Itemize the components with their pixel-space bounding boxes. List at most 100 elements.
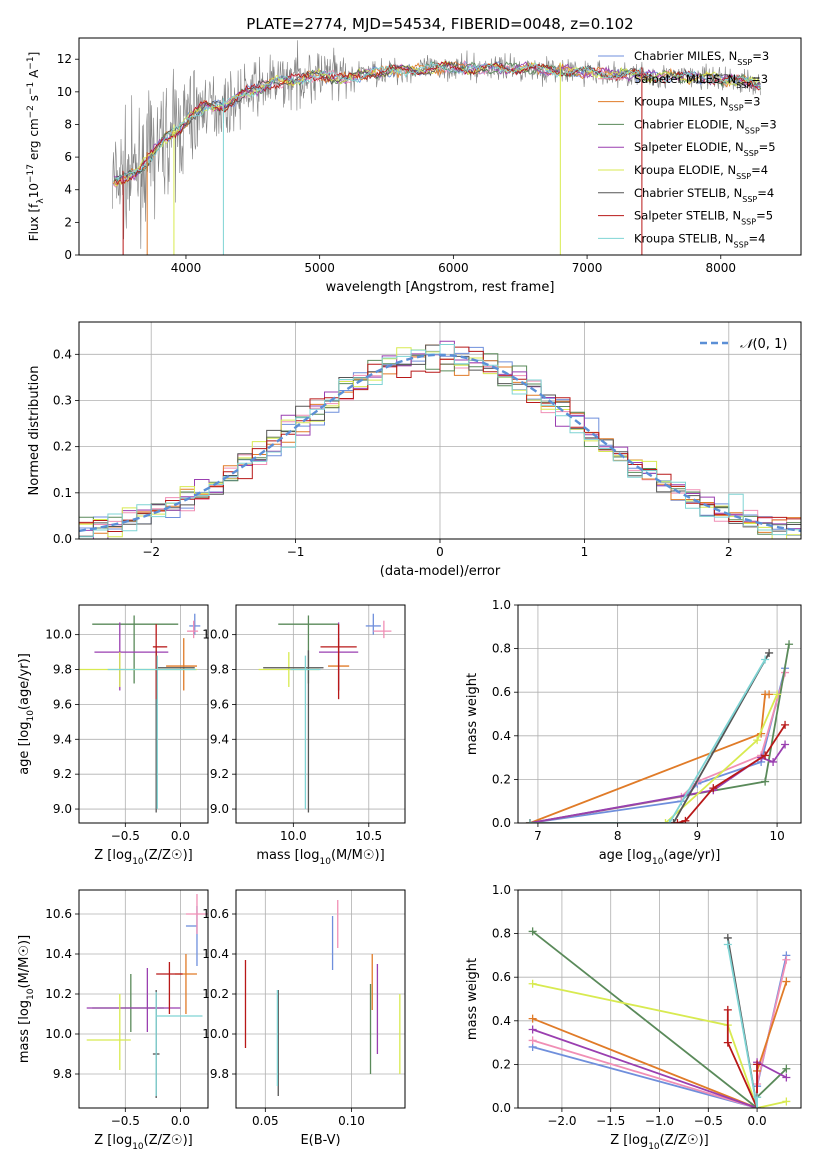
mass-weight-line: [532, 982, 787, 1108]
y-tick-label: 10.6: [45, 907, 72, 921]
y-tick-label: 9.8: [53, 1067, 72, 1081]
y-tick-label: 6: [64, 150, 72, 164]
data-point-marker: [765, 648, 774, 657]
y-tick-label: 9.6: [210, 697, 229, 711]
y-axis-label: age [log10(age/yr)]: [17, 653, 36, 775]
axes-residuals: −2 −1 0 1 2 0.0 0.1 0.2 0.3 0.4 (data-model)/error…: [27, 321, 802, 579]
y-axis-label: mass [log10(M/M☉)]: [17, 935, 36, 1063]
residual-histogram: [79, 344, 801, 538]
axes-age-vs-mass: 10.0 10.5 9.0 9.2 9.4 9.6 9.8 10.0 mass [log10(M…: [202, 604, 406, 867]
x-axis-label: (data-model)/error: [380, 564, 501, 579]
y-tick-label: 0.8: [492, 642, 511, 656]
data-point-marker: [761, 777, 770, 786]
x-tick-label: −1: [287, 545, 305, 559]
y-tick-label: 10: [57, 85, 72, 99]
data-point-marker: [528, 1014, 537, 1023]
axes-mass-weight-vs-Z: −2.0 −1.5 −1.0 −0.5 0.0 0.0 0.2 0.4 0.6 0.8 1.0 Z […: [465, 883, 802, 1152]
y-tick-label: 9.8: [210, 1067, 229, 1081]
x-tick-label: 10.0: [280, 829, 307, 843]
y-tick-label: 10.4: [45, 947, 72, 961]
data-point-marker: [782, 1097, 791, 1106]
y-tick-label: 10.4: [202, 947, 229, 961]
y-tick-label: 9.4: [210, 732, 229, 746]
y-tick-label: 0: [64, 248, 72, 262]
data-point-marker: [681, 816, 690, 823]
y-tick-label: 8: [64, 117, 72, 131]
y-tick-label: 0.6: [492, 970, 511, 984]
y-tick-label: 0.0: [53, 532, 72, 546]
x-tick-label: 9: [694, 829, 702, 843]
x-tick-label: 10: [769, 829, 784, 843]
data-point-marker: [528, 1036, 537, 1045]
data-point-marker: [528, 1025, 537, 1034]
x-tick-label: −0.5: [694, 1114, 723, 1128]
data-point-marker: [673, 819, 682, 823]
axes-age-vs-Z: −0.5 0.0 9.0 9.2 9.4 9.6 9.8 10.0 Z [log10(Z/Z☉)…: [17, 604, 209, 867]
model-spectrum-line: [114, 60, 761, 182]
gaussian-curve: [79, 353, 801, 533]
mass-weight-line: [530, 652, 770, 823]
y-tick-label: 10.6: [202, 907, 229, 921]
axes-spectrum: 4000 5000 6000 7000 8000 0 2 4 6 8 10 12 wavelength …: [26, 37, 802, 295]
axes-mass-weight-vs-age: 7 8 9 10 0.0 0.2 0.4 0.6 0.8 1.0 age [log10(age/yr…: [465, 598, 802, 867]
axes-frame: [517, 889, 802, 1109]
data-point-marker: [781, 740, 790, 749]
y-tick-label: 9.6: [53, 697, 72, 711]
y-tick-label: 0.3: [53, 393, 72, 407]
data-point-marker: [782, 977, 791, 986]
y-tick-label: 9.8: [210, 663, 229, 677]
axes-frame: [517, 604, 802, 824]
x-axis-label: age [log10(age/yr)]: [599, 848, 721, 867]
x-axis-label: Z [log10(Z/Z☉)]: [610, 1133, 708, 1152]
observed-spectrum-line: [112, 40, 761, 249]
plot-area-mass-vs-EBV: [244, 900, 401, 1096]
data-point-marker: [723, 940, 732, 949]
x-tick-label: −2: [142, 545, 160, 559]
x-tick-label: 8000: [706, 261, 737, 275]
x-tick-label: −1.0: [645, 1114, 674, 1128]
x-axis-label: E(B-V): [300, 1133, 340, 1148]
y-tick-label: 4: [64, 183, 72, 197]
x-tick-label: 0.05: [252, 1114, 279, 1128]
y-tick-label: 0.4: [492, 1014, 511, 1028]
data-point-marker: [723, 1038, 732, 1047]
x-tick-label: 7: [534, 829, 542, 843]
mass-weight-line: [530, 694, 778, 823]
x-axis-label: mass [log10(M/M☉)]: [256, 848, 384, 867]
y-tick-label: 12: [57, 52, 72, 66]
residual-legend: 𝒩(0, 1): [700, 337, 787, 352]
y-tick-label: 0.0: [492, 1101, 511, 1115]
y-tick-label: 1.0: [492, 598, 511, 612]
plot-area-age-vs-mass: [258, 613, 392, 813]
data-point-marker: [761, 751, 770, 760]
y-tick-label: 9.8: [53, 663, 72, 677]
y-axis-label: Normed distribution: [27, 366, 42, 496]
y-tick-label: 9.0: [210, 802, 229, 816]
legend-entry: Salpeter ELODIE, NSSP=5: [634, 140, 776, 158]
axes-frame: [78, 604, 209, 824]
data-point-marker: [769, 757, 778, 766]
y-tick-label: 10.2: [202, 987, 229, 1001]
y-tick-label: 0.8: [492, 927, 511, 941]
mass-weight-line: [530, 659, 766, 823]
x-tick-label: 0.0: [171, 829, 190, 843]
y-axis-label: mass weight: [465, 958, 480, 1040]
x-axis-label: Z [log10(Z/Z☉)]: [94, 848, 192, 867]
axes-frame: [235, 889, 406, 1109]
data-point-marker: [785, 640, 794, 649]
y-tick-label: 0.0: [492, 816, 511, 830]
data-point-marker: [528, 927, 537, 936]
data-point-marker: [525, 819, 534, 823]
axes-frame: [78, 37, 802, 256]
x-tick-label: −1.5: [596, 1114, 625, 1128]
y-tick-label: 0.1: [53, 486, 72, 500]
axes-frame: [78, 889, 209, 1109]
axes-mass-vs-EBV: 0.05 0.10 9.8 10.0 10.2 10.4 10.6 E(B-V): [202, 889, 406, 1148]
x-tick-label: 6000: [438, 261, 469, 275]
x-tick-label: 2: [725, 545, 733, 559]
legend-entry: Chabrier MILES, NSSP=3: [634, 49, 769, 67]
x-tick-label: −0.5: [111, 1114, 140, 1128]
data-point-marker: [773, 690, 782, 699]
axes-frame: [235, 604, 406, 824]
